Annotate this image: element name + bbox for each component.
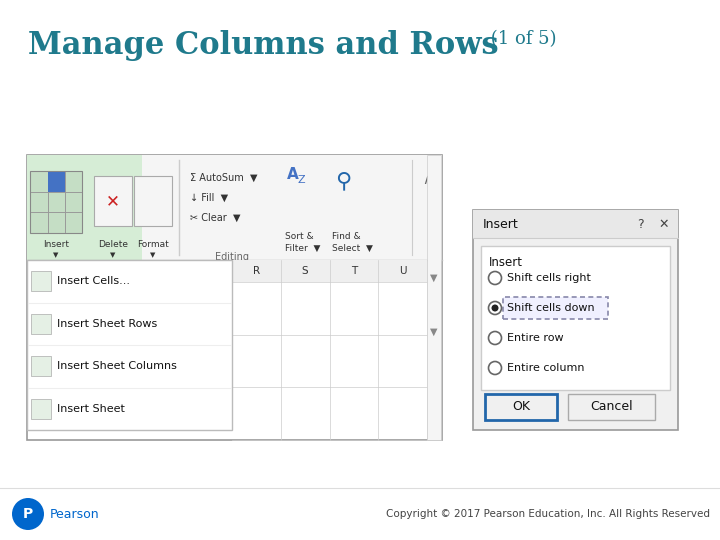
FancyBboxPatch shape bbox=[27, 155, 442, 440]
FancyBboxPatch shape bbox=[473, 210, 678, 238]
FancyBboxPatch shape bbox=[503, 297, 608, 319]
FancyBboxPatch shape bbox=[232, 260, 427, 282]
Text: Copyright © 2017 Pearson Education, Inc. All Rights Reserved: Copyright © 2017 Pearson Education, Inc.… bbox=[386, 509, 710, 519]
Text: Insert: Insert bbox=[43, 240, 69, 249]
FancyBboxPatch shape bbox=[94, 176, 132, 226]
Text: Manage Columns and Rows: Manage Columns and Rows bbox=[28, 30, 499, 61]
Text: Filter  ▼: Filter ▼ bbox=[285, 244, 320, 253]
Text: Entire column: Entire column bbox=[507, 363, 585, 373]
FancyBboxPatch shape bbox=[31, 314, 51, 334]
Text: ∧: ∧ bbox=[422, 173, 432, 187]
Text: Sort &: Sort & bbox=[285, 232, 314, 241]
Text: Cancel: Cancel bbox=[590, 401, 633, 414]
Text: Insert Cells...: Insert Cells... bbox=[57, 276, 130, 286]
Text: ▼: ▼ bbox=[431, 327, 438, 337]
Text: Format: Format bbox=[137, 240, 169, 249]
Text: ↓ Fill  ▼: ↓ Fill ▼ bbox=[190, 193, 228, 203]
Text: U: U bbox=[399, 266, 406, 276]
FancyBboxPatch shape bbox=[27, 155, 442, 260]
Text: Shift cells right: Shift cells right bbox=[507, 273, 591, 283]
Text: Insert: Insert bbox=[483, 218, 518, 231]
FancyBboxPatch shape bbox=[568, 394, 655, 420]
Text: Insert Sheet: Insert Sheet bbox=[57, 404, 125, 414]
Text: R: R bbox=[253, 266, 260, 276]
Text: A: A bbox=[287, 167, 299, 182]
Text: (1 of 5): (1 of 5) bbox=[485, 30, 557, 48]
Text: ✂ Clear  ▼: ✂ Clear ▼ bbox=[190, 213, 240, 223]
Text: Shift cells down: Shift cells down bbox=[507, 303, 595, 313]
Text: OK: OK bbox=[512, 401, 530, 414]
Circle shape bbox=[488, 272, 502, 285]
Text: Find &: Find & bbox=[332, 232, 361, 241]
Text: Insert Sheet Columns: Insert Sheet Columns bbox=[57, 361, 177, 372]
FancyBboxPatch shape bbox=[48, 172, 65, 192]
Text: ▼: ▼ bbox=[53, 252, 59, 258]
Text: Σ AutoSum  ▼: Σ AutoSum ▼ bbox=[190, 173, 258, 183]
FancyBboxPatch shape bbox=[31, 356, 51, 376]
FancyBboxPatch shape bbox=[473, 210, 678, 430]
Text: ✕: ✕ bbox=[659, 218, 670, 231]
Circle shape bbox=[488, 301, 502, 314]
FancyBboxPatch shape bbox=[31, 271, 51, 291]
Text: Editing: Editing bbox=[215, 252, 249, 262]
Text: T: T bbox=[351, 266, 357, 276]
Text: Z: Z bbox=[298, 175, 305, 185]
FancyBboxPatch shape bbox=[134, 176, 172, 226]
Circle shape bbox=[488, 361, 502, 375]
Circle shape bbox=[488, 332, 502, 345]
FancyBboxPatch shape bbox=[27, 260, 232, 430]
Text: ▼: ▼ bbox=[150, 252, 156, 258]
Text: Select  ▼: Select ▼ bbox=[332, 244, 373, 253]
Text: ▼: ▼ bbox=[431, 273, 438, 283]
FancyBboxPatch shape bbox=[30, 171, 82, 233]
Text: Entire row: Entire row bbox=[507, 333, 564, 343]
Text: ?: ? bbox=[636, 218, 643, 231]
Text: ⚲: ⚲ bbox=[335, 171, 351, 191]
Circle shape bbox=[12, 498, 44, 530]
Text: Insert Sheet Rows: Insert Sheet Rows bbox=[57, 319, 157, 329]
FancyBboxPatch shape bbox=[427, 155, 441, 440]
Text: S: S bbox=[302, 266, 308, 276]
Text: ✕: ✕ bbox=[106, 192, 120, 210]
FancyBboxPatch shape bbox=[485, 394, 557, 420]
FancyBboxPatch shape bbox=[31, 399, 51, 418]
Text: P: P bbox=[23, 507, 33, 521]
FancyBboxPatch shape bbox=[27, 155, 142, 260]
Text: Insert: Insert bbox=[489, 256, 523, 269]
Text: Pearson: Pearson bbox=[50, 508, 99, 521]
Text: Delete: Delete bbox=[98, 240, 128, 249]
Circle shape bbox=[492, 305, 498, 312]
FancyBboxPatch shape bbox=[481, 246, 670, 390]
Text: ▼: ▼ bbox=[110, 252, 116, 258]
